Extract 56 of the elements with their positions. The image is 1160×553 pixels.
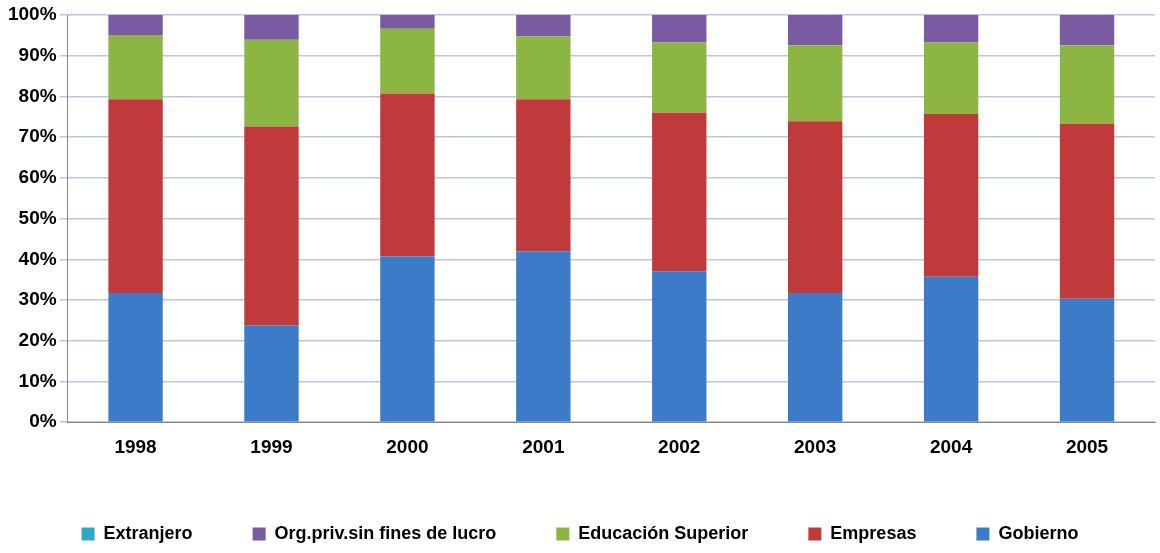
- x-tick-label: 2003: [794, 435, 837, 457]
- bar: [108, 15, 163, 35]
- bar: [244, 126, 299, 326]
- bar: [1059, 123, 1115, 299]
- bar: [244, 325, 299, 422]
- y-tick-label: 0%: [29, 410, 57, 432]
- y-tick-label: 100%: [7, 3, 57, 25]
- bar: [652, 15, 707, 43]
- bar: [923, 15, 979, 43]
- bar: [516, 36, 571, 100]
- bar: [1059, 45, 1115, 124]
- bar: [788, 15, 843, 46]
- bar: [923, 42, 979, 114]
- bar: [923, 113, 979, 277]
- y-tick-label: 60%: [18, 166, 57, 188]
- y-tick-label: 70%: [18, 125, 57, 147]
- y-tick-label: 10%: [18, 369, 57, 391]
- y-tick-label: 40%: [18, 247, 57, 269]
- bar: [516, 99, 571, 252]
- bar: [652, 112, 707, 272]
- bar: [788, 45, 843, 122]
- bar: [244, 39, 299, 127]
- x-tick-label: 2000: [386, 435, 429, 457]
- x-tick-label: 2001: [522, 435, 565, 457]
- bar: [1059, 298, 1115, 422]
- x-tick-label: 1999: [250, 435, 293, 457]
- legend-label: Empresas: [830, 522, 917, 543]
- y-tick-label: 50%: [18, 206, 57, 228]
- legend-label: Educación Superior: [578, 522, 749, 543]
- bar: [652, 42, 707, 113]
- bar: [380, 28, 435, 94]
- legend-label: Extranjero: [103, 522, 193, 543]
- bar: [516, 251, 571, 422]
- x-tick-label: 2002: [658, 435, 701, 457]
- bar: [380, 93, 435, 257]
- y-tick-label: 30%: [18, 288, 57, 310]
- bar: [244, 15, 299, 40]
- bar: [1059, 15, 1115, 46]
- x-tick-label: 2004: [929, 435, 973, 457]
- y-tick-label: 80%: [18, 84, 57, 106]
- bar: [108, 34, 163, 100]
- x-tick-label: 2005: [1065, 435, 1109, 457]
- bar: [788, 121, 843, 294]
- bar: [380, 15, 435, 29]
- legend-label: Org.priv.sin fines de lucro: [274, 522, 497, 543]
- x-tick-label: 1998: [114, 435, 157, 457]
- bar: [923, 276, 979, 422]
- legend-label: Gobierno: [998, 522, 1079, 543]
- bar: [652, 271, 707, 422]
- bar: [108, 99, 163, 294]
- bar: [788, 293, 843, 422]
- bar: [108, 293, 163, 422]
- bar: [516, 15, 571, 37]
- y-tick-label: 20%: [18, 328, 57, 350]
- y-tick-label: 90%: [18, 43, 57, 65]
- bar: [380, 256, 435, 422]
